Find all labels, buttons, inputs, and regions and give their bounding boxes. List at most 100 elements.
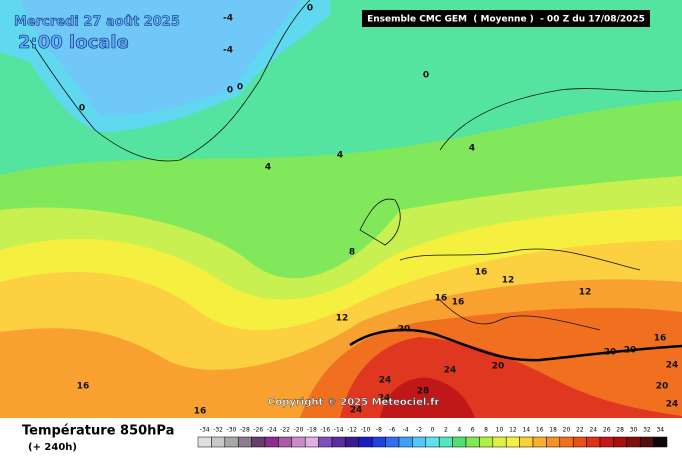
legend-swatch [264, 436, 279, 448]
date: Mercredi 27 août 2025 [14, 15, 180, 30]
contour-label: 4 [265, 163, 271, 173]
legend-swatch [639, 436, 654, 448]
legend-label: -10 [361, 427, 371, 434]
band-blue [20, 0, 300, 116]
legend-swatch [237, 436, 252, 448]
contour-label: 16 [452, 298, 465, 308]
contour-label: 0 [237, 83, 243, 93]
legend-label: 20 [563, 427, 571, 434]
legend-swatch [304, 436, 319, 448]
legend-label: 12 [509, 427, 517, 434]
legend-swatch [586, 436, 601, 448]
contour-label: 20 [398, 325, 411, 335]
run-info: Ensemble CMC GEM ( Moyenne ) - 00 Z du 1… [367, 15, 645, 25]
legend-swatch [331, 436, 346, 448]
legend-label: 28 [616, 427, 624, 434]
legend-swatch [412, 436, 427, 448]
legend-label: -28 [240, 427, 250, 434]
legend-swatch [224, 436, 239, 448]
legend-label: 24 [589, 427, 597, 434]
legend-swatch [318, 436, 333, 448]
contour-label: 0 [307, 4, 313, 14]
legend-label: 26 [603, 427, 611, 434]
legend-swatch [211, 436, 226, 448]
legend-swatch [599, 436, 614, 448]
footer-title: Température 850hPa [22, 424, 174, 439]
legend-label: 0 [431, 427, 435, 434]
legend-label: 10 [496, 427, 504, 434]
legend-label: -32 [213, 427, 223, 434]
contour-label: 4 [337, 151, 343, 161]
legend-swatch [425, 436, 440, 448]
legend-swatch [465, 436, 480, 448]
contour-label: 4 [469, 144, 475, 154]
legend-label: 22 [576, 427, 584, 434]
contour-label: 20 [604, 348, 617, 358]
legend-label: -16 [320, 427, 330, 434]
legend-label: 14 [522, 427, 530, 434]
legend-label: 8 [484, 427, 488, 434]
legend-label: 6 [471, 427, 475, 434]
coastline [399, 248, 641, 331]
legend-swatch [532, 436, 547, 448]
lead-time: (+ 240h) [28, 442, 77, 453]
contour-label: 24 [666, 361, 679, 371]
legend-swatch [546, 436, 561, 448]
legend-swatch [345, 436, 360, 448]
legend-label: 16 [536, 427, 544, 434]
legend-label: 32 [643, 427, 651, 434]
contour-label: 12 [502, 276, 515, 286]
contour-label: 28 [417, 387, 430, 397]
legend-swatch [626, 436, 641, 448]
legend-swatch [358, 436, 373, 448]
contour-label: 20 [624, 346, 637, 356]
contour-label: -4 [223, 46, 233, 56]
contour-label: 12 [579, 288, 592, 298]
legend-swatch [278, 436, 293, 448]
coastline [359, 88, 682, 246]
legend-swatch [438, 436, 453, 448]
legend-swatch [251, 436, 266, 448]
contour-label: 24 [378, 394, 391, 404]
contour-label: 0 [227, 86, 233, 96]
contour-label: 16 [435, 294, 448, 304]
contour-label: 24 [444, 366, 457, 376]
contour-label: 16 [77, 382, 90, 392]
legend-label: -2 [416, 427, 422, 434]
contour-label: 20 [656, 382, 669, 392]
legend-label: 18 [549, 427, 557, 434]
legend-swatch [398, 436, 413, 448]
legend-label: -20 [294, 427, 304, 434]
color-legend: -34 -32 -30 -28 -26 -24 -22 -20 -18 -16 -14 -12 -10-… [197, 427, 668, 448]
legend-swatch [385, 436, 400, 448]
legend-label: -18 [307, 427, 317, 434]
legend-label: -12 [347, 427, 357, 434]
contour-label: 16 [475, 268, 488, 278]
band-dark-red [380, 377, 475, 418]
legend-label: -30 [227, 427, 237, 434]
contour-label: 8 [349, 248, 355, 258]
legend-swatch [371, 436, 386, 448]
legend-label: 2 [444, 427, 448, 434]
legend-swatch [452, 436, 467, 448]
legend-swatch [613, 436, 628, 448]
run-box [362, 10, 650, 27]
legend-label: -22 [280, 427, 290, 434]
legend-label: 4 [457, 427, 461, 434]
contour-label: 16 [194, 407, 207, 417]
coastline [29, 0, 311, 162]
contour-label: 16 [654, 334, 667, 344]
legend-swatch [505, 436, 520, 448]
legend-label: -8 [376, 427, 382, 434]
legend-label: -4 [403, 427, 409, 434]
legend-label: -6 [389, 427, 395, 434]
legend-label: -14 [334, 427, 344, 434]
legend-label: 30 [630, 427, 638, 434]
legend-label: -34 [200, 427, 210, 434]
legend-label: -26 [253, 427, 263, 434]
local-time: 2:00 locale [18, 32, 129, 53]
contour-label: 0 [79, 104, 85, 114]
